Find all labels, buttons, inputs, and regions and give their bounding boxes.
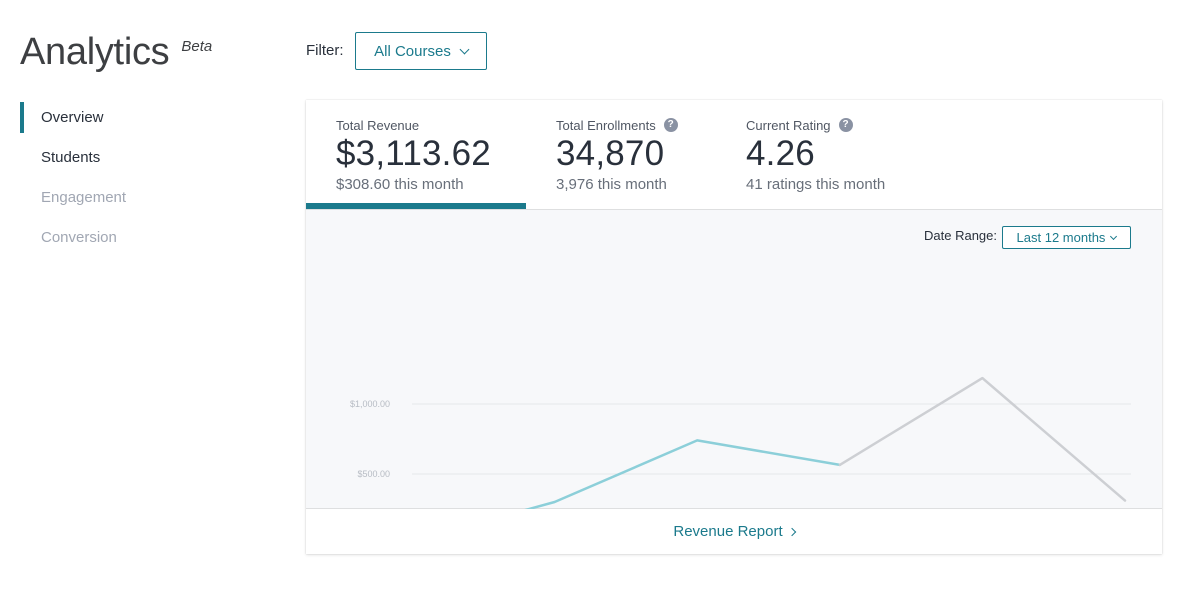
chevron-right-icon — [787, 527, 796, 536]
stats-tabs: Total Revenue $3,113.62 $308.60 this mon… — [306, 100, 1162, 210]
sidebar-item-overview[interactable]: Overview — [20, 102, 260, 142]
series-line-partial — [838, 376, 1127, 502]
chevron-down-icon — [459, 44, 470, 54]
y-tick-label: $1,000.00 — [350, 399, 390, 409]
stat-label: Total Revenue — [336, 117, 420, 133]
stat-value: $3,113.62 — [336, 134, 491, 173]
stat-label: Current Rating — [746, 117, 831, 133]
stat-sub: 3,976 this month — [556, 176, 667, 193]
course-filter-dropdown[interactable]: All Courses — [355, 32, 487, 70]
stat-label: Total Enrollments — [556, 117, 656, 133]
page-header: Analytics Beta — [20, 30, 212, 74]
chevron-down-icon — [1110, 232, 1118, 240]
course-filter-value: All Courses — [374, 42, 451, 60]
stat-sub: 41 ratings this month — [746, 176, 886, 193]
beta-badge: Beta — [181, 38, 213, 55]
help-icon[interactable]: ? — [663, 118, 678, 132]
analytics-card: Total Revenue $3,113.62 $308.60 this mon… — [306, 100, 1162, 554]
series-line-revenue — [524, 439, 842, 509]
revenue-line-chart: $0.00$500.00$1,000.00Jan '18Feb '18Mar '… — [350, 376, 1131, 509]
page-title: Analytics — [20, 31, 170, 73]
help-icon[interactable]: ? — [838, 118, 853, 132]
active-tab-indicator — [306, 203, 526, 209]
sidebar-item-engagement: Engagement — [41, 189, 127, 206]
y-tick-label: $500.00 — [357, 469, 390, 479]
revenue-report-label: Revenue Report — [673, 523, 783, 540]
filter-label: Filter: — [306, 42, 344, 59]
stat-total-revenue[interactable]: Total Revenue $3,113.62 $308.60 this mon… — [336, 116, 491, 194]
date-range-label: Date Range: — [924, 228, 997, 243]
sidebar-item-students[interactable]: Students — [41, 149, 101, 166]
stat-total-enrollments[interactable]: Total Enrollments ? 34,870 3,976 this mo… — [556, 116, 678, 193]
chart-panel: $0.00$500.00$1,000.00Jan '18Feb '18Mar '… — [306, 210, 1162, 509]
sidebar-nav: Overview Students Engagement Conversion — [20, 102, 260, 262]
stat-sub: $308.60 this month — [336, 176, 464, 193]
stat-value: 34,870 — [556, 134, 665, 173]
date-range-dropdown[interactable]: Last 12 months — [1002, 226, 1131, 249]
date-range-value: Last 12 months — [1016, 230, 1106, 245]
stat-current-rating[interactable]: Current Rating ? 4.26 41 ratings this mo… — [746, 116, 886, 194]
sidebar-item-conversion: Conversion — [41, 229, 117, 246]
revenue-report-link[interactable]: Revenue Report — [306, 509, 1162, 554]
stat-value: 4.26 — [746, 134, 815, 173]
